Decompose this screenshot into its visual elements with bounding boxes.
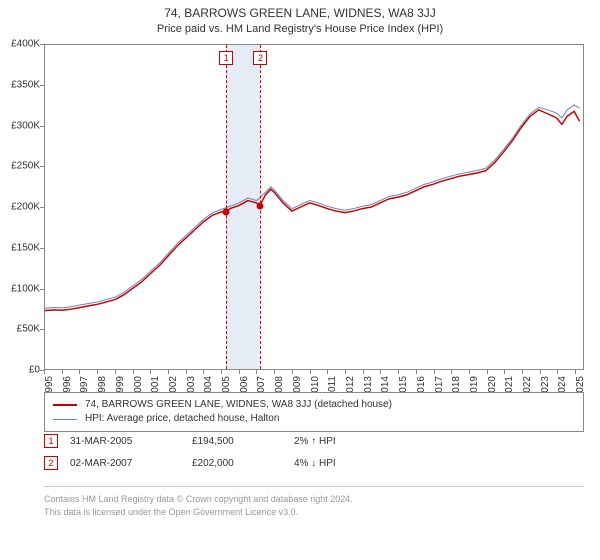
transaction-pct: 4% ↓ HPI <box>294 458 394 469</box>
y-tick-label: £100K <box>0 283 40 294</box>
chart-subtitle: Price paid vs. HM Land Registry's House … <box>0 20 600 35</box>
y-tick-label: £150K <box>0 242 40 253</box>
series-hpi <box>45 105 580 308</box>
transaction-price: £194,500 <box>192 436 282 447</box>
y-tick-label: £250K <box>0 161 40 172</box>
legend: 74, BARROWS GREEN LANE, WIDNES, WA8 3JJ … <box>44 392 584 432</box>
legend-label: 74, BARROWS GREEN LANE, WIDNES, WA8 3JJ … <box>85 398 392 412</box>
x-tick-mark <box>310 370 311 374</box>
line-series-svg <box>45 45 583 369</box>
footer-line-2: This data is licensed under the Open Gov… <box>44 506 584 519</box>
transaction-date: 31-MAR-2005 <box>70 436 180 447</box>
transaction-marker-box: 1 <box>44 434 58 448</box>
legend-item: HPI: Average price, detached house, Halt… <box>53 412 575 426</box>
x-tick-mark <box>168 370 169 374</box>
event-dot <box>257 203 264 210</box>
legend-label: HPI: Average price, detached house, Halt… <box>85 412 279 426</box>
event-vline <box>226 45 227 369</box>
legend-swatch <box>53 404 77 406</box>
x-tick-mark <box>256 370 257 374</box>
transaction-pct: 2% ↑ HPI <box>294 436 394 447</box>
x-tick-mark <box>363 370 364 374</box>
x-tick-mark <box>62 370 63 374</box>
x-tick-mark <box>557 370 558 374</box>
legend-swatch <box>53 419 77 420</box>
event-marker-box: 2 <box>253 51 267 65</box>
transaction-price: £202,000 <box>192 458 282 469</box>
y-tick-label: £400K <box>0 39 40 50</box>
chart-title: 74, BARROWS GREEN LANE, WIDNES, WA8 3JJ <box>0 0 600 20</box>
x-tick-mark <box>186 370 187 374</box>
series-price_paid <box>45 110 580 311</box>
y-tick-label: £200K <box>0 202 40 213</box>
x-tick-mark <box>504 370 505 374</box>
y-tick-label: £350K <box>0 79 40 90</box>
x-tick-mark <box>416 370 417 374</box>
x-tick-mark <box>469 370 470 374</box>
x-tick-mark <box>398 370 399 374</box>
x-tick-mark <box>451 370 452 374</box>
x-tick-mark <box>345 370 346 374</box>
event-marker-box: 1 <box>219 51 233 65</box>
plot-area: 12 <box>44 44 584 370</box>
transaction-date: 02-MAR-2007 <box>70 458 180 469</box>
x-tick-mark <box>203 370 204 374</box>
x-tick-mark <box>487 370 488 374</box>
x-tick-mark <box>79 370 80 374</box>
x-tick-mark <box>327 370 328 374</box>
x-tick-mark <box>575 370 576 374</box>
y-tick-label: £0 <box>0 365 40 376</box>
y-tick-label: £300K <box>0 120 40 131</box>
x-tick-mark <box>44 370 45 374</box>
x-tick-mark <box>97 370 98 374</box>
transaction-row: 1 31-MAR-2005 £194,500 2% ↑ HPI <box>44 430 584 452</box>
x-tick-mark <box>434 370 435 374</box>
transaction-table: 1 31-MAR-2005 £194,500 2% ↑ HPI 2 02-MAR-2007… <box>44 430 584 474</box>
transaction-row: 2 02-MAR-2007 £202,000 4% ↓ HPI <box>44 452 584 474</box>
event-dot <box>223 209 230 216</box>
footer-attribution: Contains HM Land Registry data © Crown c… <box>44 486 584 519</box>
x-tick-mark <box>239 370 240 374</box>
footer-line-1: Contains HM Land Registry data © Crown c… <box>44 493 584 506</box>
legend-item: 74, BARROWS GREEN LANE, WIDNES, WA8 3JJ … <box>53 398 575 412</box>
x-tick-mark <box>522 370 523 374</box>
chart-container: 74, BARROWS GREEN LANE, WIDNES, WA8 3JJ … <box>0 0 600 560</box>
x-tick-mark <box>221 370 222 374</box>
y-tick-label: £50K <box>0 324 40 335</box>
x-tick-mark <box>115 370 116 374</box>
x-tick-mark <box>380 370 381 374</box>
x-tick-mark <box>150 370 151 374</box>
x-tick-mark <box>274 370 275 374</box>
x-tick-mark <box>292 370 293 374</box>
transaction-marker-box: 2 <box>44 456 58 470</box>
x-tick-mark <box>540 370 541 374</box>
x-tick-mark <box>133 370 134 374</box>
